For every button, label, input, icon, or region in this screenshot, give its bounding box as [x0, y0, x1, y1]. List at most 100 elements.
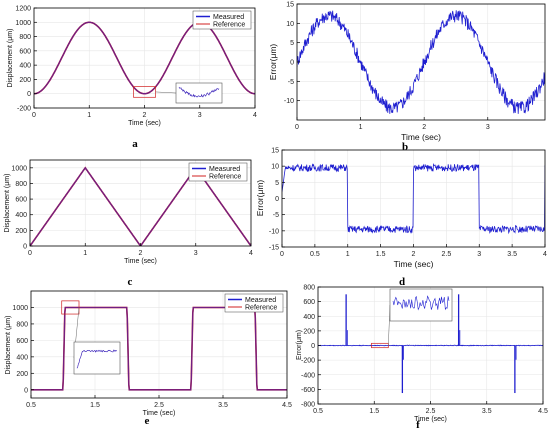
plot-area [318, 294, 543, 394]
y-tick-label: -200 [17, 106, 31, 113]
inset-frame [175, 82, 223, 104]
x-axis-label: Time (sec) [143, 410, 176, 417]
y-tick-label: -5 [288, 79, 294, 86]
y-tick-label: -10 [284, 98, 294, 105]
y-tick-label: -400 [301, 372, 315, 379]
x-axis-label: Time (sec) [401, 132, 441, 142]
x-tick-label: 4.5 [282, 402, 292, 409]
panel-e: 0 200 400 600 800 1000 0.5 1.5 2.5 3.5 4.5 Time (se… [5, 290, 292, 427]
y-tick-label: 0 [23, 244, 27, 251]
x-tick-label: 3 [477, 251, 481, 258]
x-tick-label: 2 [139, 250, 143, 257]
y-tick-label: 600 [303, 299, 315, 306]
panel-letter: c [128, 276, 133, 288]
y-tick-label: 200 [16, 371, 28, 378]
panel-letter: e [145, 415, 150, 427]
x-tick-label: 1 [83, 250, 87, 257]
y-tick-label: -15 [269, 245, 279, 252]
y-tick-label: 1000 [11, 165, 27, 172]
y-tick-label: 800 [15, 181, 27, 188]
y-tick-label: 0 [290, 60, 294, 67]
x-tick-label: 2.5 [154, 402, 164, 409]
x-tick-label: 3 [486, 124, 490, 131]
y-axis-label: Displacement (μm) [5, 316, 12, 375]
zoom-inset [371, 288, 453, 349]
y-tick-label: -200 [301, 358, 315, 365]
zoom-inset [133, 82, 223, 104]
plot-area [30, 166, 251, 246]
legend-label-reference: Reference [209, 174, 241, 181]
x-tick-label: 3 [198, 112, 202, 119]
y-tick-label: 800 [16, 321, 28, 328]
error-series-line [297, 10, 545, 114]
x-tick-label: 0 [28, 250, 32, 257]
y-tick-label: 800 [19, 34, 31, 41]
zoom-inset [61, 300, 121, 375]
panel-letter: b [402, 141, 408, 153]
y-tick-label: 1200 [15, 6, 31, 13]
x-tick-label: 0 [32, 112, 36, 119]
plot-area [297, 10, 545, 114]
y-tick-label: 15 [271, 148, 279, 155]
x-tick-label: 4 [253, 112, 257, 119]
y-tick-label: -10 [269, 228, 279, 235]
y-tick-label: 600 [15, 197, 27, 204]
y-tick-label: -5 [273, 212, 279, 219]
plot-area [34, 21, 255, 95]
x-tick-label: 2.5 [426, 408, 436, 415]
x-tick-label: 1.5 [369, 408, 379, 415]
y-axis-label: Error(μm) [268, 44, 278, 81]
x-tick-label: 2 [143, 112, 147, 119]
y-tick-label: 1000 [15, 20, 31, 27]
panel-b: -10 -5 0 5 10 15 0 1 2 3 Time (sec) Error(μm) b [268, 2, 546, 153]
y-tick-label: 10 [286, 21, 294, 28]
x-tick-label: 0.5 [310, 251, 320, 258]
x-tick-label: 2.5 [442, 251, 452, 258]
y-tick-label: 15 [286, 2, 294, 9]
y-tick-label: 200 [303, 328, 315, 335]
panel-f: -800 -600 -400 -200 0 200 400 600 800 0.5 1.5 2.5 3.… [296, 285, 548, 432]
x-tick-label: 0.5 [313, 408, 323, 415]
legend-label-reference: Reference [245, 305, 277, 312]
panel-letter: a [132, 138, 138, 150]
y-tick-label: 400 [16, 354, 28, 361]
y-axis-label: Error(μm) [255, 180, 265, 217]
x-tick-label: 3.5 [218, 402, 228, 409]
x-axis-label: Time (sec) [124, 258, 157, 265]
y-tick-label: 1000 [12, 305, 28, 312]
panel-c: 0 200 400 600 800 1000 0 1 2 3 4 Time (sec) Displace… [4, 159, 253, 288]
y-tick-label: 0 [311, 343, 315, 350]
legend-label-measured: Measured [209, 166, 240, 173]
y-tick-label: 400 [19, 63, 31, 70]
x-axis-label: Time (sec) [128, 120, 161, 127]
error-series-line [318, 344, 543, 347]
y-tick-label: 5 [275, 180, 279, 187]
y-tick-label: 800 [303, 285, 315, 292]
y-tick-label: 600 [16, 338, 28, 345]
x-tick-label: 3.5 [482, 408, 492, 415]
y-tick-label: 0 [275, 196, 279, 203]
inset-series-line [392, 295, 450, 311]
y-tick-label: 10 [271, 164, 279, 171]
y-axis-label: Error(μm) [296, 330, 303, 360]
y-tick-label: 400 [15, 212, 27, 219]
y-tick-label: -600 [301, 387, 315, 394]
y-axis-label: Displacement (μm) [7, 29, 14, 88]
y-axis-label: Displacement (μm) [4, 174, 11, 233]
y-tick-label: 5 [290, 40, 294, 47]
legend-label-measured: Measured [245, 297, 276, 304]
plot-area [282, 163, 545, 235]
measured-series-line [34, 21, 255, 95]
y-tick-label: 400 [303, 314, 315, 321]
y-tick-label: -800 [301, 402, 315, 409]
error-series-line [282, 163, 545, 235]
x-tick-label: 3 [194, 250, 198, 257]
x-tick-label: 1.5 [90, 402, 100, 409]
x-tick-label: 1 [346, 251, 350, 258]
y-tick-label: 600 [19, 48, 31, 55]
y-tick-label: 0 [27, 91, 31, 98]
y-tick-label: 200 [19, 77, 31, 84]
